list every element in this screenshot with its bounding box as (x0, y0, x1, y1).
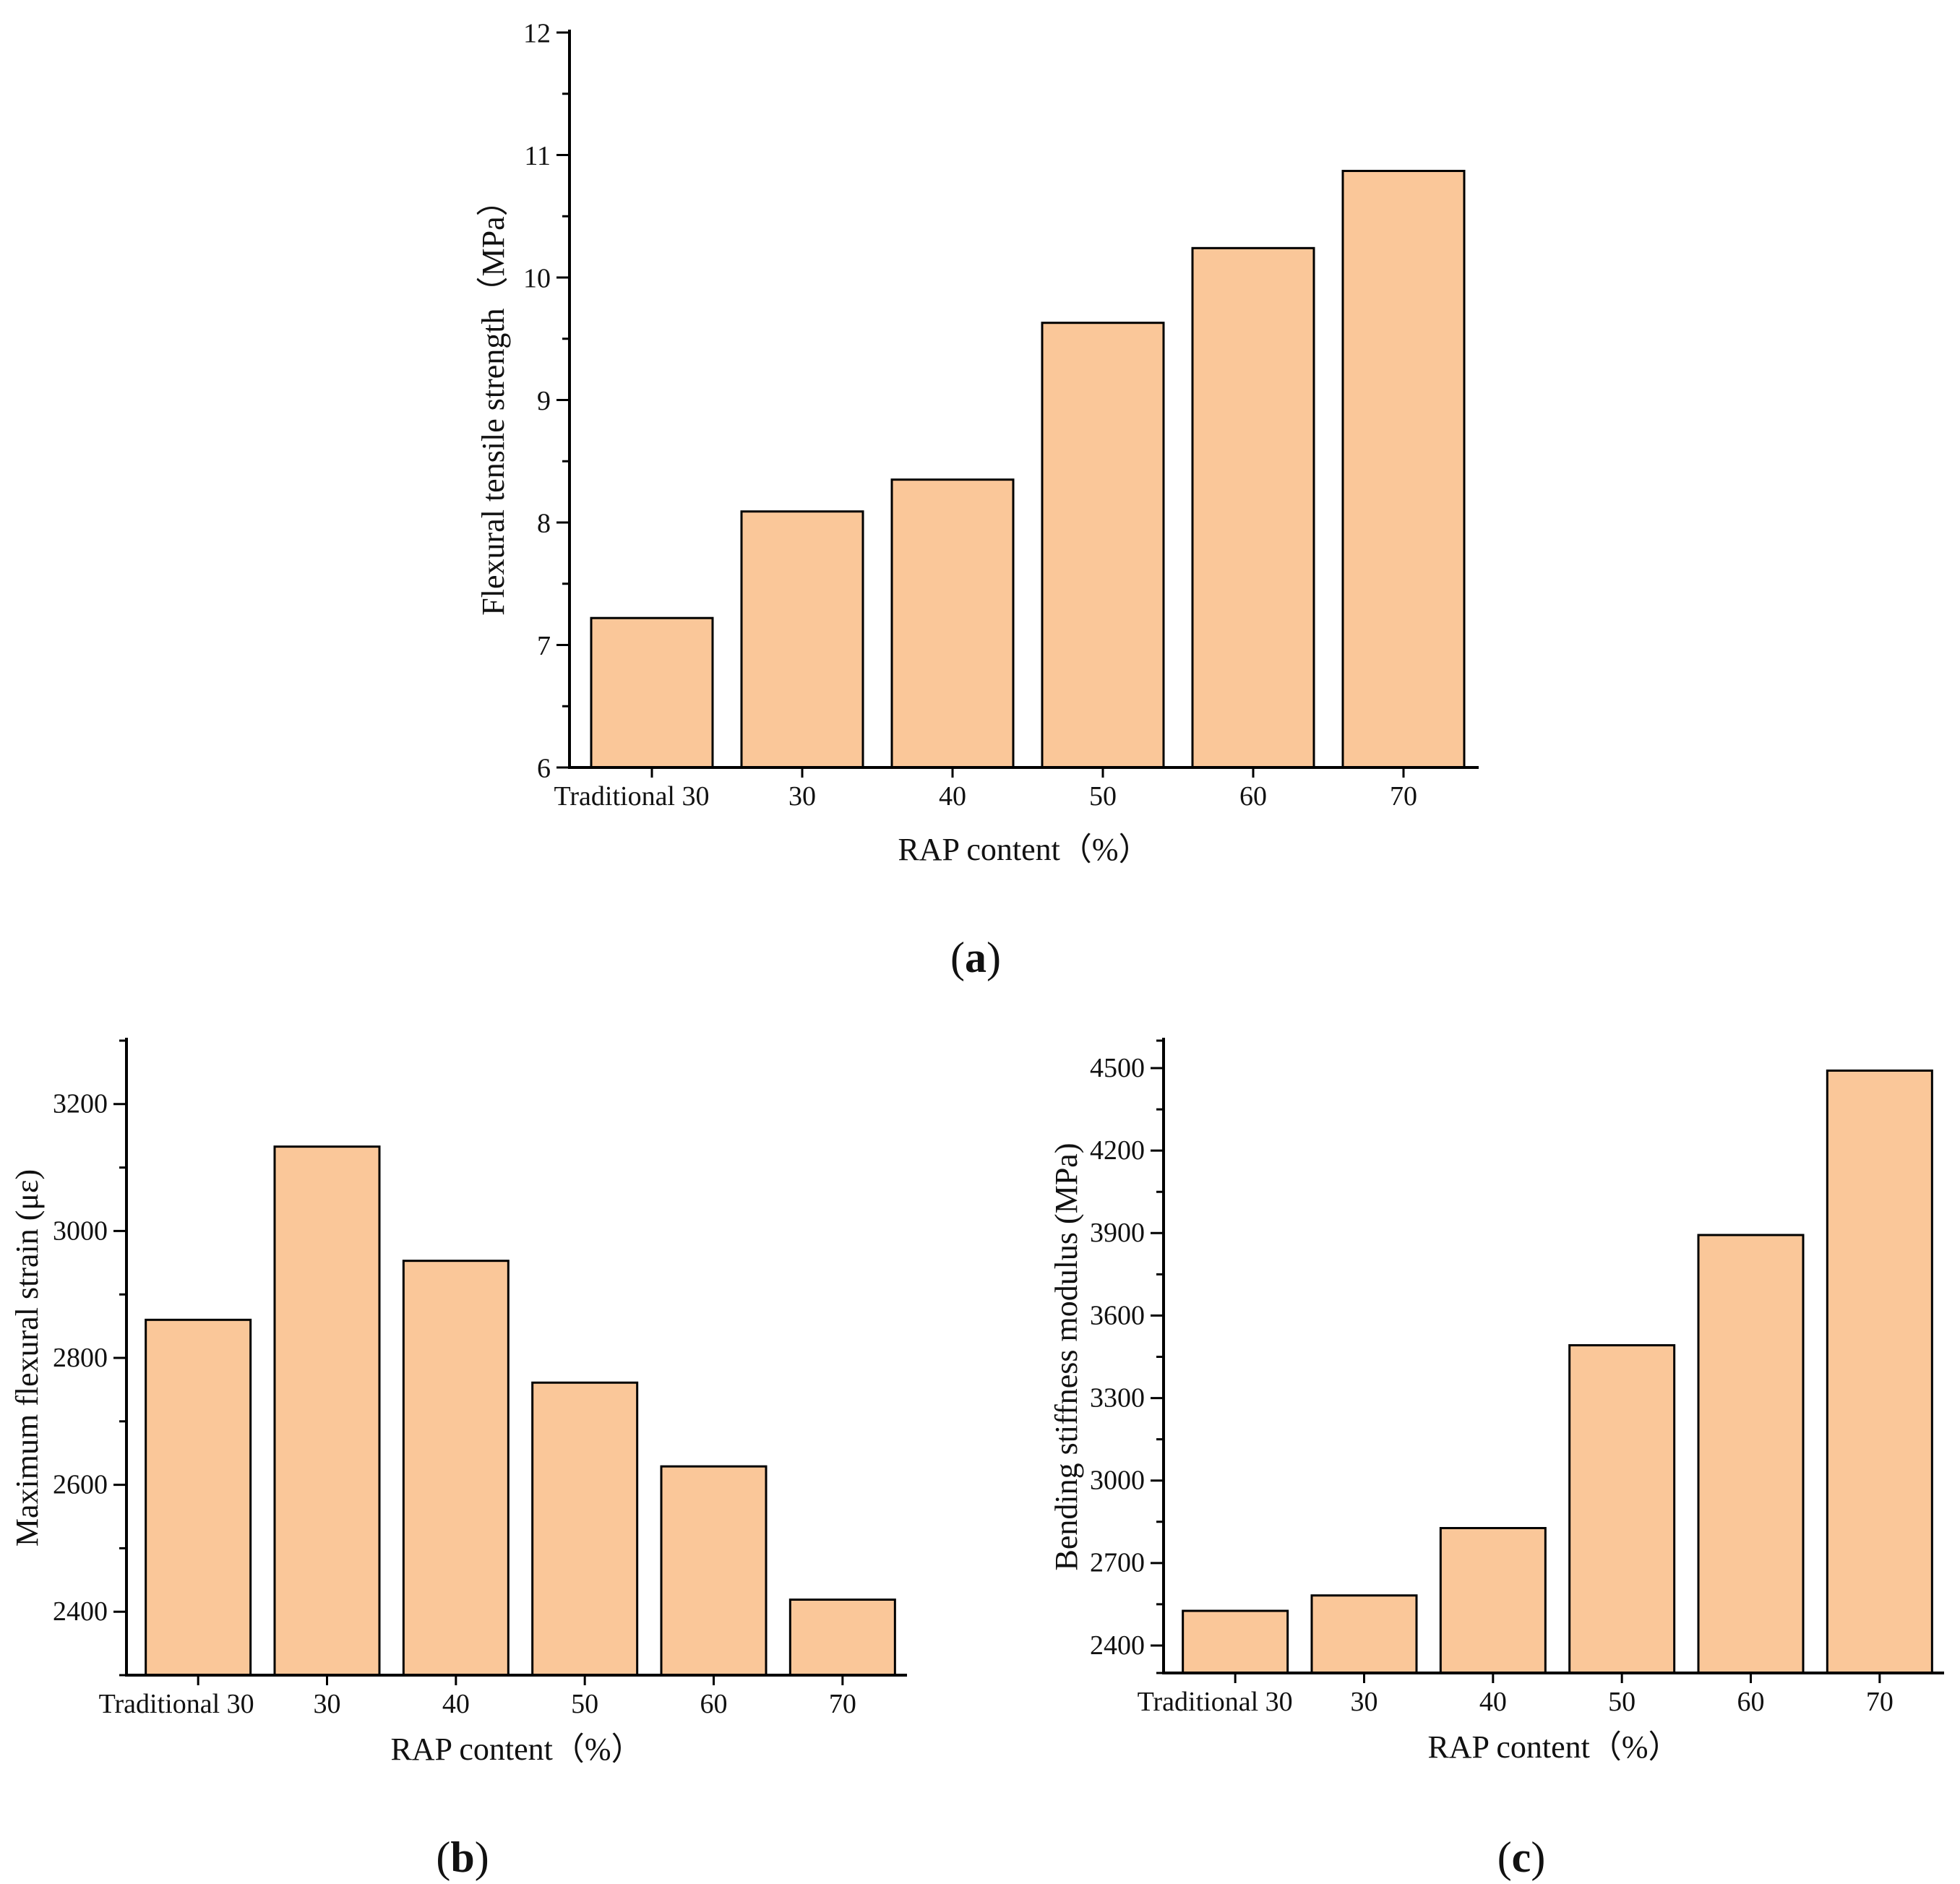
bar-b-4 (531, 1381, 639, 1677)
x-axis-title: RAP content（%） (898, 832, 1150, 867)
x-tick-label-5: 60 (700, 1689, 728, 1719)
x-tick-label-3: 40 (939, 781, 966, 812)
bar-c-3 (1439, 1527, 1547, 1674)
chart-panel-b: 2400 2600 2800 3000 3200 Traditional 30 30 40 50… (9, 1038, 907, 1881)
chart-panel-a: 6 7 8 9 10 11 12 Traditional 30 30 40 50 60 70 RAP co… (476, 18, 1479, 981)
panel-label: (a) (950, 934, 1001, 981)
x-tick-label-3: 40 (1479, 1687, 1507, 1717)
y-tick-label: 2700 (1090, 1548, 1145, 1578)
chart-panel-c: 2400 2700 3000 3300 3600 3900 4200 4500 Traditio… (1049, 1038, 1944, 1881)
x-tick-label-6: 70 (829, 1689, 856, 1719)
y-tick-label: 8 (537, 508, 551, 538)
panel-label: (c) (1497, 1833, 1546, 1881)
panel-letter: b (450, 1833, 474, 1881)
bar-a-4 (1041, 322, 1165, 769)
y-tick-label: 4200 (1090, 1135, 1145, 1166)
y-tick-label: 6 (537, 753, 551, 783)
bar-b-5 (660, 1465, 768, 1677)
x-tick-label-1: Traditional 30 (99, 1689, 254, 1719)
y-tick-label: 2400 (1090, 1630, 1145, 1661)
x-axis-title: RAP content（%） (390, 1732, 642, 1767)
y-axis-title: Flexural tensile strength（MPa） (476, 184, 511, 615)
y-tick-label: 9 (537, 386, 551, 416)
bar-c-5 (1697, 1234, 1805, 1674)
y-tick-label: 11 (524, 141, 551, 171)
x-tick-label-3: 40 (442, 1689, 470, 1719)
y-tick-label: 3000 (53, 1216, 108, 1246)
bar-c-6 (1826, 1069, 1933, 1674)
y-tick-label: 3300 (1090, 1382, 1145, 1413)
y-tick-label: 12 (523, 18, 551, 48)
bar-a-6 (1341, 170, 1466, 769)
y-tick-label: 2600 (53, 1470, 108, 1500)
bar-b-2 (273, 1145, 381, 1677)
panel-label: (b) (436, 1833, 489, 1881)
bar-b-3 (402, 1260, 510, 1677)
bar-c-2 (1310, 1594, 1418, 1674)
x-tick-label-4: 50 (1089, 781, 1117, 812)
y-tick-label: 4500 (1090, 1053, 1145, 1083)
bar-c-1 (1182, 1609, 1289, 1674)
y-tick-label: 3000 (1090, 1466, 1145, 1496)
bar-b-1 (145, 1318, 252, 1677)
x-tick-label-4: 50 (1608, 1687, 1636, 1717)
bar-a-2 (740, 510, 864, 769)
y-axis-title: Maximum flexural strain (με) (9, 1169, 45, 1547)
bar-c-4 (1568, 1344, 1676, 1674)
x-tick-label-1: Traditional 30 (554, 781, 710, 812)
bar-b-6 (788, 1599, 896, 1677)
x-tick-label-6: 70 (1866, 1687, 1894, 1717)
x-tick-label-2: 30 (1351, 1687, 1378, 1717)
x-tick-label-4: 50 (571, 1689, 598, 1719)
bar-a-5 (1191, 246, 1315, 769)
y-tick-label: 3900 (1090, 1218, 1145, 1248)
x-tick-label-2: 30 (314, 1689, 341, 1719)
x-tick-label-5: 60 (1239, 781, 1267, 812)
y-axis-title: Bending stiffness modulus (MPa) (1049, 1143, 1084, 1571)
x-tick-label-5: 60 (1737, 1687, 1765, 1717)
bar-a-3 (890, 478, 1015, 769)
panel-letter: a (965, 934, 987, 981)
bar-a-1 (590, 616, 714, 769)
y-tick-label: 3200 (53, 1089, 108, 1119)
x-tick-label-6: 70 (1390, 781, 1417, 812)
y-tick-label: 2800 (53, 1343, 108, 1373)
panel-letter: c (1512, 1833, 1531, 1881)
x-tick-label-2: 30 (788, 781, 816, 812)
x-tick-label-1: Traditional 30 (1138, 1687, 1293, 1717)
y-tick-label: 3600 (1090, 1300, 1145, 1330)
y-tick-label: 2400 (53, 1596, 108, 1627)
y-tick-label: 7 (537, 631, 551, 661)
y-tick-label: 10 (523, 263, 551, 293)
x-axis-title: RAP content（%） (1427, 1729, 1680, 1765)
